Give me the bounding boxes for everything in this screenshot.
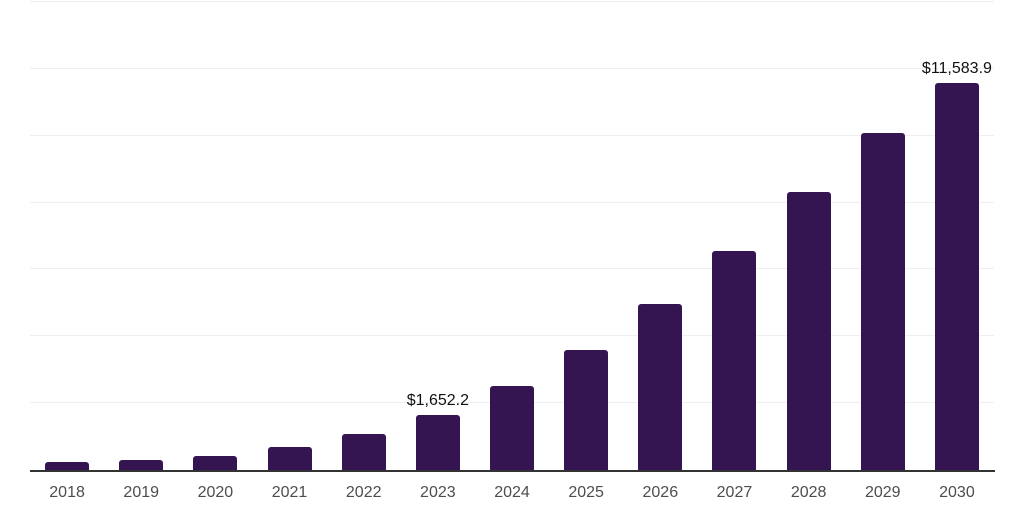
x-tick-label-2028: 2028 [790,484,827,501]
bar-value-label-2030: $11,583.9 [921,59,992,77]
bar-2022[interactable] [341,433,386,470]
x-tick-label-2024: 2024 [494,484,530,501]
x-tick-label-2025: 2025 [568,484,604,501]
bar-2025[interactable] [564,349,609,470]
bar-2021[interactable] [267,446,312,470]
bar-2023[interactable] [415,414,460,470]
bar-2026[interactable] [638,303,683,470]
gridline [30,134,994,136]
x-tick-label-2020: 2020 [197,484,234,501]
plot-area: $1,652.2 $11,583.9 [30,1,994,470]
bar-2018[interactable] [45,462,90,470]
bar-2027[interactable] [712,251,757,470]
x-tick-label-2019: 2019 [123,484,160,501]
gridline [30,201,994,203]
bar-2019[interactable] [119,459,164,470]
gridline [30,268,994,270]
gridline [30,1,994,2]
x-tick-label-2021: 2021 [271,484,308,501]
bar-2020[interactable] [193,455,238,470]
x-tick-label-2018: 2018 [49,484,85,501]
bar-2024[interactable] [490,385,534,470]
x-axis-line [30,470,995,472]
x-tick-label-2022: 2022 [345,484,382,501]
bar-2028[interactable] [786,191,831,470]
bar-2029[interactable] [860,133,905,470]
bar-value-label-2023: $1,652.2 [406,391,469,409]
bar-2030[interactable] [934,82,979,470]
x-tick-label-2029: 2029 [864,484,901,501]
x-tick-label-2030: 2030 [939,484,975,501]
x-tick-label-2027: 2027 [716,484,753,501]
x-tick-label-2026: 2026 [642,484,679,501]
x-tick-label-2023: 2023 [420,484,456,501]
gridline [30,67,994,69]
gridline [30,335,994,337]
